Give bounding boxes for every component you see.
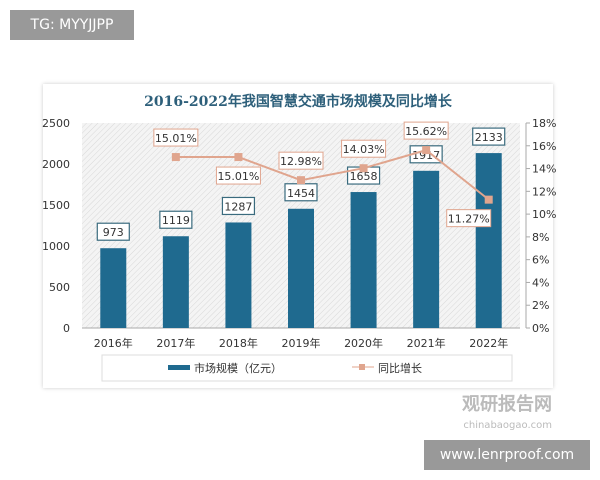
y-tick-label: 1000	[42, 240, 70, 253]
growth-line	[175, 149, 490, 201]
growth-point	[297, 176, 305, 185]
y-tick-label: 2000	[42, 158, 70, 171]
bar-label-box	[159, 210, 193, 229]
growth-label-box	[446, 209, 492, 228]
bar	[100, 248, 127, 328]
y2-tick-label: 6%	[532, 254, 549, 267]
growth-point	[422, 146, 431, 155]
growth-label-box	[215, 166, 261, 185]
watermark-en: chinabaogao.com	[463, 420, 552, 431]
watermark-cn: 观研报告网	[462, 393, 552, 415]
tg-label: TG: MYYJJPP	[10, 10, 134, 40]
x-tick-label: 2020年	[344, 336, 383, 350]
url-label: www.lenrproof.com	[424, 440, 590, 470]
growth-point	[359, 164, 368, 173]
y-tick-label: 0	[63, 322, 70, 335]
bar-value-label: 2133	[475, 131, 503, 144]
growth-value-label: 11.27%	[448, 213, 490, 226]
legend-line-label: 同比增长	[378, 361, 422, 375]
y2-tick-label: 16%	[532, 140, 556, 153]
bar-value-label: 1454	[287, 187, 315, 200]
growth-label-box	[403, 121, 449, 140]
x-tick-label: 2022年	[469, 336, 508, 350]
bar	[162, 236, 189, 328]
bar	[475, 153, 502, 328]
bar-value-label: 1658	[350, 170, 378, 183]
bar	[350, 192, 377, 328]
y-tick-label: 2500	[42, 117, 70, 130]
growth-value-label: 15.01%	[155, 132, 197, 145]
legend	[101, 354, 513, 382]
bar-value-label: 1119	[162, 214, 190, 227]
growth-label-box	[341, 139, 387, 158]
legend-bar-label: 市场规模（亿元）	[194, 361, 282, 375]
y-tick-label: 1500	[42, 199, 70, 212]
y2-tick-label: 12%	[532, 185, 556, 198]
growth-value-label: 15.62%	[405, 125, 447, 138]
bar-label-box	[96, 222, 130, 241]
growth-label-box	[278, 151, 324, 170]
x-tick-label: 2019年	[282, 336, 321, 350]
x-tick-label: 2021年	[407, 336, 446, 350]
growth-value-label: 14.03%	[343, 143, 385, 156]
x-tick-label: 2018年	[219, 336, 258, 350]
y2-tick-label: 8%	[532, 231, 549, 244]
y2-tick-label: 14%	[532, 163, 556, 176]
chart-title: 2016-2022年我国智慧交通市场规模及同比增长	[144, 93, 453, 110]
y2-tick-label: 10%	[532, 208, 556, 221]
y2-tick-label: 18%	[532, 117, 556, 130]
y2-tick-label: 2%	[532, 299, 549, 312]
growth-point	[484, 195, 493, 204]
bar	[288, 208, 314, 328]
bar	[225, 222, 252, 328]
y2-tick-label: 0%	[532, 322, 549, 335]
x-tick-label: 2016年	[94, 336, 133, 350]
growth-value-label: 15.01%	[217, 170, 259, 183]
bar	[413, 170, 440, 328]
legend-bar-swatch	[168, 365, 190, 370]
bar-value-label: 973	[103, 226, 124, 239]
bar-label-box	[221, 196, 256, 216]
y-tick-label: 500	[49, 281, 70, 294]
growth-point	[234, 153, 243, 162]
x-tick-label: 2017年	[156, 336, 195, 350]
bar-value-label: 1287	[224, 200, 252, 213]
growth-point	[171, 153, 180, 162]
growth-label-box	[153, 128, 199, 147]
y2-tick-label: 4%	[532, 276, 549, 289]
growth-value-label: 12.98%	[280, 155, 322, 168]
bar-label-box	[472, 127, 506, 146]
